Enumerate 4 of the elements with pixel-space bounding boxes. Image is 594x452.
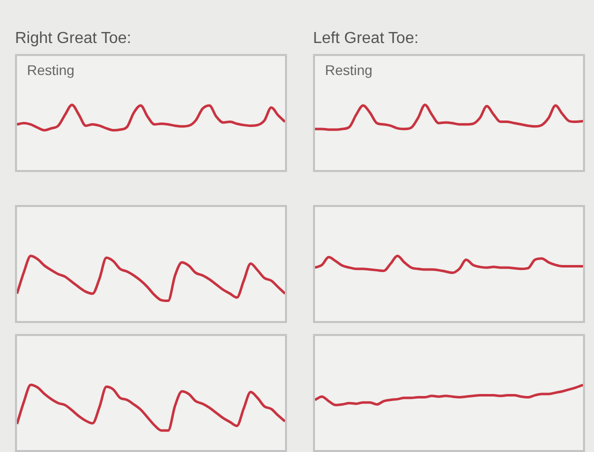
text: Resting [325,62,372,78]
text: Resting [27,62,74,78]
chart-title: Right Great Toe: [15,30,132,49]
chart-title: Left Great Toe: [313,30,420,49]
